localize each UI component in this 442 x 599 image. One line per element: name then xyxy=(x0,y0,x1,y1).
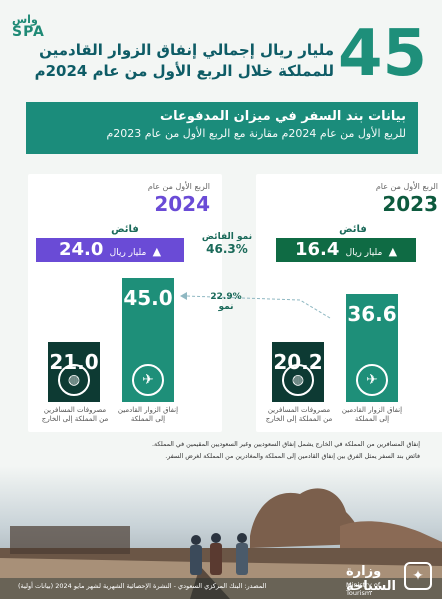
section-banner: بيانات بند السفر في ميزان المدفوعات للرب… xyxy=(26,102,418,154)
inbound-growth-label: نمو xyxy=(218,302,234,312)
surplus-growth: نمو الفائض 46.3% xyxy=(198,232,256,256)
alula-photo xyxy=(0,466,442,599)
globe-icon: ◍ xyxy=(58,364,90,396)
headline: مليار ريال إجمالي إنفاق الزوار القادمين … xyxy=(34,40,334,82)
footnotes: إنفاق المسافرين من المملكة في الخارج يشم… xyxy=(24,440,420,463)
inbound-growth: 22.9% نمو xyxy=(206,292,246,312)
label-line: إلى المملكة xyxy=(354,415,390,424)
inbound-growth-value: 22.9% xyxy=(210,292,242,302)
bar-2024-inbound-label: إنفاق الزوار القادمين إلى المملكة xyxy=(116,406,180,425)
card-2024-surplus-box: مليار ريال 24.0 ▲ xyxy=(36,238,184,262)
card-2024-surplus-label: فائض xyxy=(111,224,139,235)
spa-logo-arabic: واس xyxy=(12,13,38,26)
inbound-growth-line xyxy=(185,295,331,319)
triangle-up-icon: ▲ xyxy=(152,245,162,258)
label-line: إنفاق الزوار القادمين xyxy=(117,406,179,414)
bar-2023-inbound-label: إنفاق الزوار القادمين إلى المملكة xyxy=(340,406,404,425)
headline-line-1: مليار ريال إجمالي إنفاق الزوار القادمين xyxy=(39,41,334,59)
ministry-logo: وزارة السياحة Ministry of Tourism ✦ xyxy=(346,556,442,597)
label-line: مصروفات المسافرين xyxy=(267,406,331,414)
surplus-growth-label: نمو الفائض xyxy=(201,232,253,242)
card-2023-surplus-box: مليار ريال 16.4 ▲ xyxy=(276,238,416,262)
arrow-left-icon xyxy=(180,292,187,300)
card-2024: الربع الأول من عام 2024 فائض مليار ريال … xyxy=(28,174,222,432)
ministry-emblem-icon: ✦ xyxy=(404,562,432,590)
spa-logo-latin: SPA xyxy=(12,24,45,40)
card-2024-period: الربع الأول من عام xyxy=(147,182,210,191)
surplus-value: 24.0 xyxy=(58,239,104,260)
bar-2023-inbound-value: 36.6 xyxy=(347,302,397,326)
bar-2023-outbound: 20.2 ◍ xyxy=(272,342,324,402)
headline-line-2: للمملكة خلال الربع الأول من عام 2024م xyxy=(34,62,334,80)
card-2023: الربع الأول من عام 2023 فائض مليار ريال … xyxy=(256,174,442,432)
globe-icon: ◍ xyxy=(282,364,314,396)
surplus-unit: مليار ريال xyxy=(345,248,383,258)
banner-title: بيانات بند السفر في ميزان المدفوعات xyxy=(160,109,406,124)
bar-2024-inbound: 45.0 ✈ xyxy=(122,278,174,402)
surplus-unit: مليار ريال xyxy=(109,248,147,258)
bar-2023-outbound-label: مصروفات المسافرين من المملكة إلى الخارج xyxy=(264,406,334,425)
surplus-value: 16.4 xyxy=(294,239,340,260)
data-source: المصدر: البنك المركزي السعودي - النشرة ا… xyxy=(18,582,267,590)
footnote-2: فائض بند السفر يمثل الفرق بين إنفاق القا… xyxy=(165,452,420,460)
ministry-name-english: Ministry of Tourism xyxy=(346,581,381,597)
card-2023-year: 2023 xyxy=(382,192,438,216)
ministry-name-arabic: وزارة السياحة xyxy=(346,564,397,594)
surplus-growth-value: 46.3% xyxy=(206,242,248,256)
headline-number: 45 xyxy=(338,17,428,91)
card-2023-period: الربع الأول من عام xyxy=(375,182,438,191)
bar-2024-outbound: 21.0 ◍ xyxy=(48,342,100,402)
spa-logo: واس SPA xyxy=(12,14,52,39)
map-plane-icon: ✈ xyxy=(356,364,388,396)
label-line: من المملكة إلى الخارج xyxy=(41,415,109,424)
card-2024-year: 2024 xyxy=(154,192,210,216)
label-line: مصروفات المسافرين xyxy=(43,406,107,414)
map-plane-icon: ✈ xyxy=(132,364,164,396)
card-2023-surplus-label: فائض xyxy=(339,224,367,235)
triangle-up-icon: ▲ xyxy=(388,245,398,258)
bar-2024-outbound-label: مصروفات المسافرين من المملكة إلى الخارج xyxy=(40,406,110,425)
bar-2024-inbound-value: 45.0 xyxy=(123,286,173,310)
label-line: إلى المملكة xyxy=(130,415,166,424)
label-line: إنفاق الزوار القادمين xyxy=(341,406,403,414)
label-line: من المملكة إلى الخارج xyxy=(265,415,333,424)
bar-2023-inbound: 36.6 ✈ xyxy=(346,294,398,402)
banner-subtitle: للربع الأول من عام 2024م مقارنة مع الربع… xyxy=(106,126,406,140)
footnote-1: إنفاق المسافرين من المملكة في الخارج يشم… xyxy=(152,441,420,448)
